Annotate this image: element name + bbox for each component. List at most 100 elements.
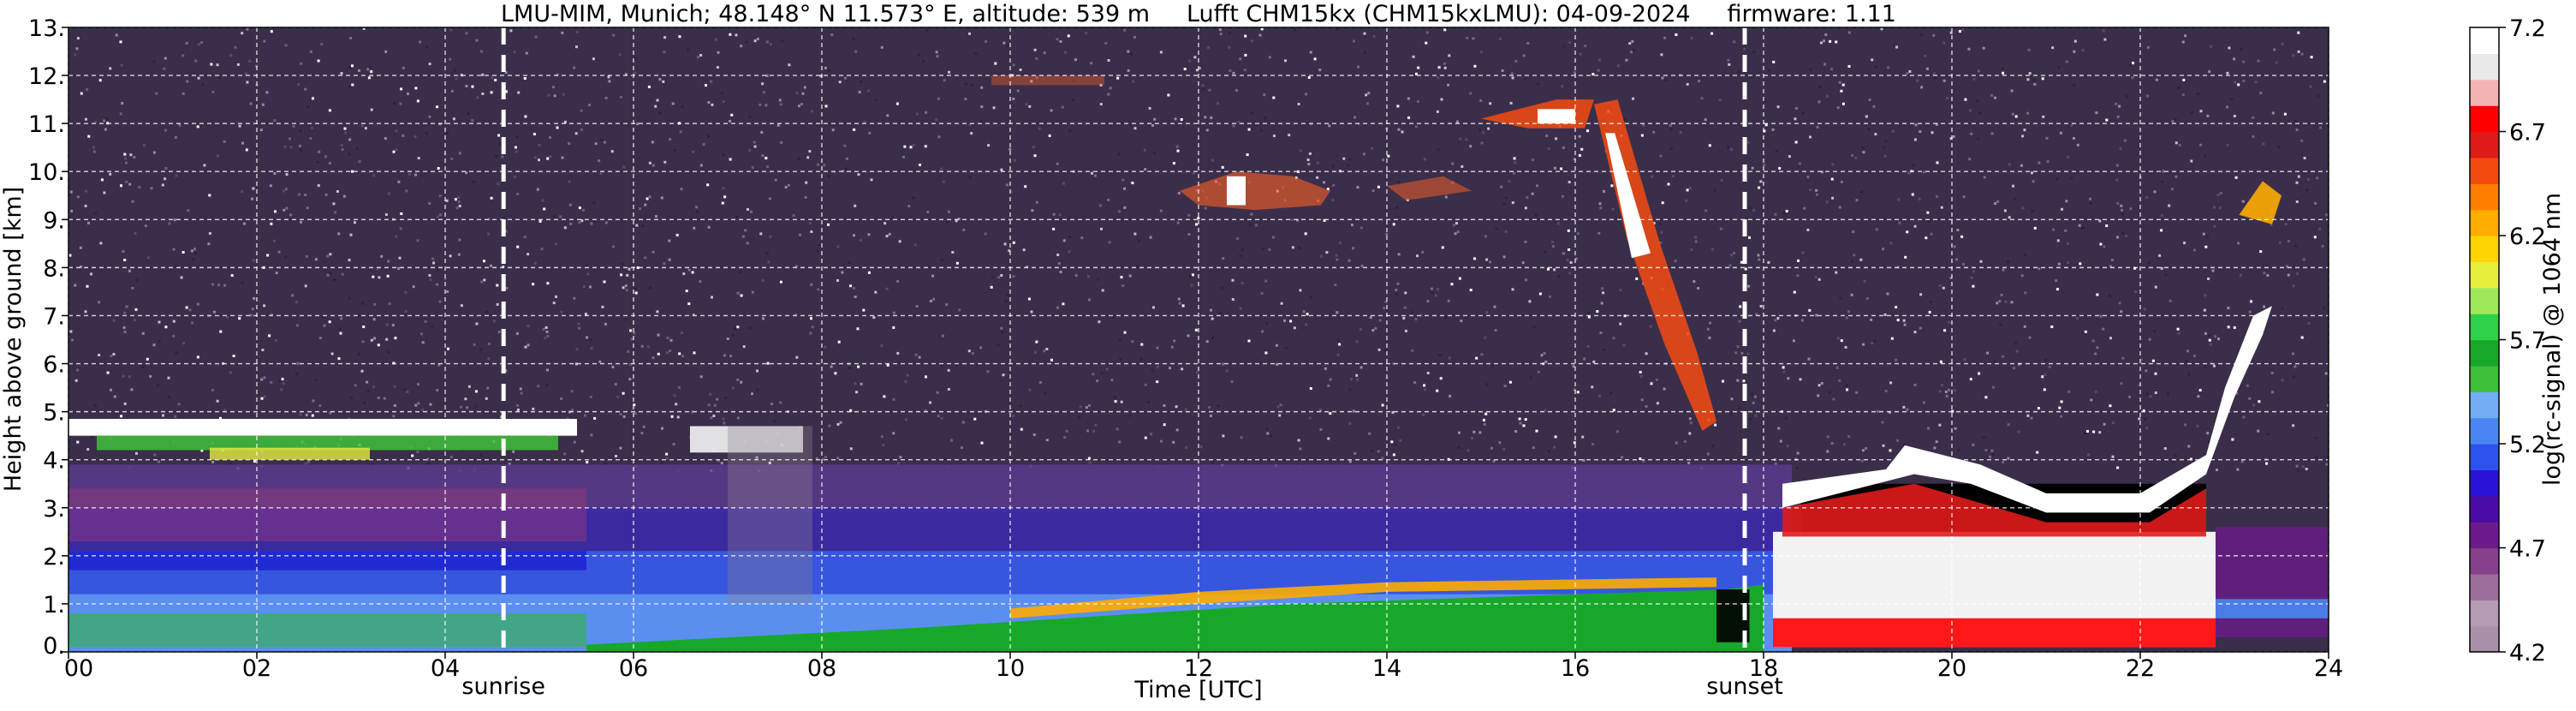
noise-speck (644, 203, 647, 206)
noise-speck (1854, 156, 1858, 159)
noise-speck (280, 388, 283, 391)
noise-speck (450, 90, 454, 93)
colorbar-segment (2470, 314, 2499, 341)
noise-speck (1675, 33, 1678, 36)
noise-speck (1035, 340, 1038, 344)
noise-speck (1740, 260, 1743, 264)
noise-speck (2060, 415, 2062, 418)
noise-speck (395, 148, 398, 152)
noise-speck (1888, 410, 1891, 414)
noise-speck (2277, 146, 2281, 149)
noise-speck (687, 302, 691, 306)
noise-speck (2002, 355, 2005, 358)
noise-speck (598, 360, 602, 363)
noise-speck (1403, 306, 1407, 309)
noise-speck (622, 415, 626, 418)
noise-speck (946, 220, 949, 224)
noise-speck (1547, 267, 1550, 271)
noise-speck (1455, 222, 1458, 225)
noise-speck (2204, 332, 2207, 335)
noise-speck (586, 461, 589, 463)
noise-speck (407, 93, 409, 95)
noise-speck (2216, 194, 2220, 197)
noise-speck (1609, 391, 1613, 395)
noise-speck (1841, 102, 1845, 105)
noise-speck (152, 151, 156, 154)
noise-speck (1448, 356, 1451, 360)
noise-speck (211, 283, 214, 286)
noise-speck (1598, 202, 1602, 206)
noise-speck (1838, 81, 1841, 84)
noise-speck (756, 388, 759, 391)
noise-speck (1115, 427, 1119, 431)
noise-speck (1043, 350, 1046, 353)
noise-speck (1355, 373, 1359, 377)
noise-speck (543, 207, 546, 211)
noise-speck (1728, 63, 1731, 66)
noise-speck (616, 396, 620, 399)
noise-speck (2181, 93, 2185, 97)
noise-speck (1543, 352, 1546, 355)
noise-speck (348, 66, 351, 69)
noise-speck (2240, 47, 2243, 51)
noise-speck (1279, 403, 1282, 407)
noise-speck (453, 69, 456, 72)
noise-speck (1005, 183, 1008, 187)
noise-speck (394, 337, 397, 340)
noise-speck (1326, 188, 1330, 191)
noise-speck (490, 91, 493, 94)
noise-speck (991, 275, 995, 278)
noise-speck (2028, 72, 2032, 75)
noise-speck (402, 388, 406, 391)
noise-speck (854, 204, 857, 207)
x-tick-label: 20 (1937, 655, 1966, 682)
noise-speck (1121, 122, 1124, 124)
noise-speck (2170, 188, 2174, 191)
noise-speck (1413, 381, 1417, 384)
noise-speck (152, 60, 156, 63)
noise-speck (103, 191, 106, 194)
noise-speck (1068, 250, 1071, 254)
noise-speck (649, 286, 652, 290)
noise-speck (2176, 327, 2180, 331)
noise-speck (1751, 75, 1754, 79)
noise-speck (1704, 209, 1708, 212)
noise-speck (252, 187, 255, 190)
noise-speck (196, 302, 199, 306)
noise-speck (2121, 212, 2124, 216)
noise-speck (1199, 445, 1203, 449)
noise-speck (2297, 50, 2300, 53)
noise-speck (693, 226, 696, 230)
noise-speck (1529, 376, 1532, 379)
noise-speck (1265, 427, 1269, 431)
noise-speck (1960, 235, 1964, 238)
noise-speck (2017, 430, 2020, 433)
noise-speck (2132, 62, 2134, 65)
noise-speck (1800, 319, 1804, 322)
noise-speck (1296, 170, 1300, 173)
noise-speck (1933, 76, 1936, 80)
noise-speck (436, 283, 439, 286)
noise-speck (1180, 118, 1183, 121)
noise-speck (857, 173, 860, 176)
noise-speck (537, 385, 540, 388)
noise-speck (635, 224, 639, 227)
noise-speck (932, 297, 936, 301)
noise-speck (947, 388, 950, 391)
noise-speck (1686, 188, 1689, 192)
x-axis-label: Time [UTC] (1133, 677, 1262, 703)
noise-speck (2204, 245, 2208, 248)
noise-speck (1247, 339, 1251, 343)
noise-speck (1551, 241, 1555, 243)
noise-speck (604, 221, 608, 224)
noise-speck (1994, 96, 1996, 99)
noise-speck (223, 284, 227, 287)
noise-speck (2325, 463, 2329, 466)
noise-speck (265, 91, 269, 94)
noise-speck (2297, 175, 2300, 178)
noise-speck (1208, 406, 1211, 409)
noise-speck (2240, 460, 2244, 463)
noise-speck (669, 338, 673, 342)
noise-speck (601, 305, 604, 308)
noise-speck (1458, 431, 1461, 434)
